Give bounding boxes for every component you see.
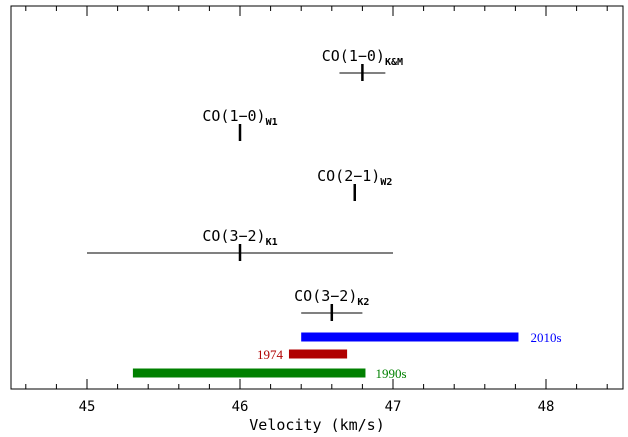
measurement-label-base: CO(1−0) [202, 107, 265, 125]
x-axis-label: Velocity (km/s) [249, 416, 384, 434]
measurement-label-sub: K1 [266, 237, 278, 248]
x-tick-label: 46 [232, 399, 249, 415]
range-label: 1990s [375, 366, 406, 381]
measurement-label-sub: K2 [357, 297, 369, 308]
x-tick-label: 48 [538, 399, 555, 415]
range-label: 2010s [530, 330, 561, 345]
range-bar [301, 332, 519, 342]
plot-frame [10, 5, 624, 390]
measurement-label: CO(2−1)W2 [317, 167, 392, 188]
measurement-label: CO(3−2)K1 [202, 227, 277, 248]
ranges-layer: 2010s 1974 1990s [132, 330, 562, 381]
range-bar [288, 349, 348, 359]
x-tick-label: 47 [385, 399, 402, 415]
range-label: 1974 [257, 347, 284, 362]
measurement-label-sub: W1 [266, 117, 278, 128]
measurement-label-base: CO(1−0) [322, 47, 385, 65]
measurement-label: CO(1−0)W1 [202, 107, 277, 128]
x-tick-label: 45 [79, 399, 96, 415]
measurement-label-base: CO(3−2) [202, 227, 265, 245]
measurement-label-base: CO(2−1) [317, 167, 380, 185]
measurement-label-base: CO(3−2) [294, 287, 357, 305]
measurement-label: CO(1−0)K&M [322, 47, 403, 68]
range-bar [132, 368, 366, 378]
measurement-label-sub: K&M [385, 57, 403, 68]
x-axis-tick-labels: 45 46 47 48 [79, 399, 555, 415]
x-axis-ticks [25, 6, 608, 389]
measurement-label: CO(3−2)K2 [294, 287, 369, 308]
measurement-label-sub: W2 [380, 177, 392, 188]
measurements-layer: CO(1−0)K&MCO(1−0)W1CO(2−1)W2CO(3−2)K1CO(… [87, 47, 403, 321]
